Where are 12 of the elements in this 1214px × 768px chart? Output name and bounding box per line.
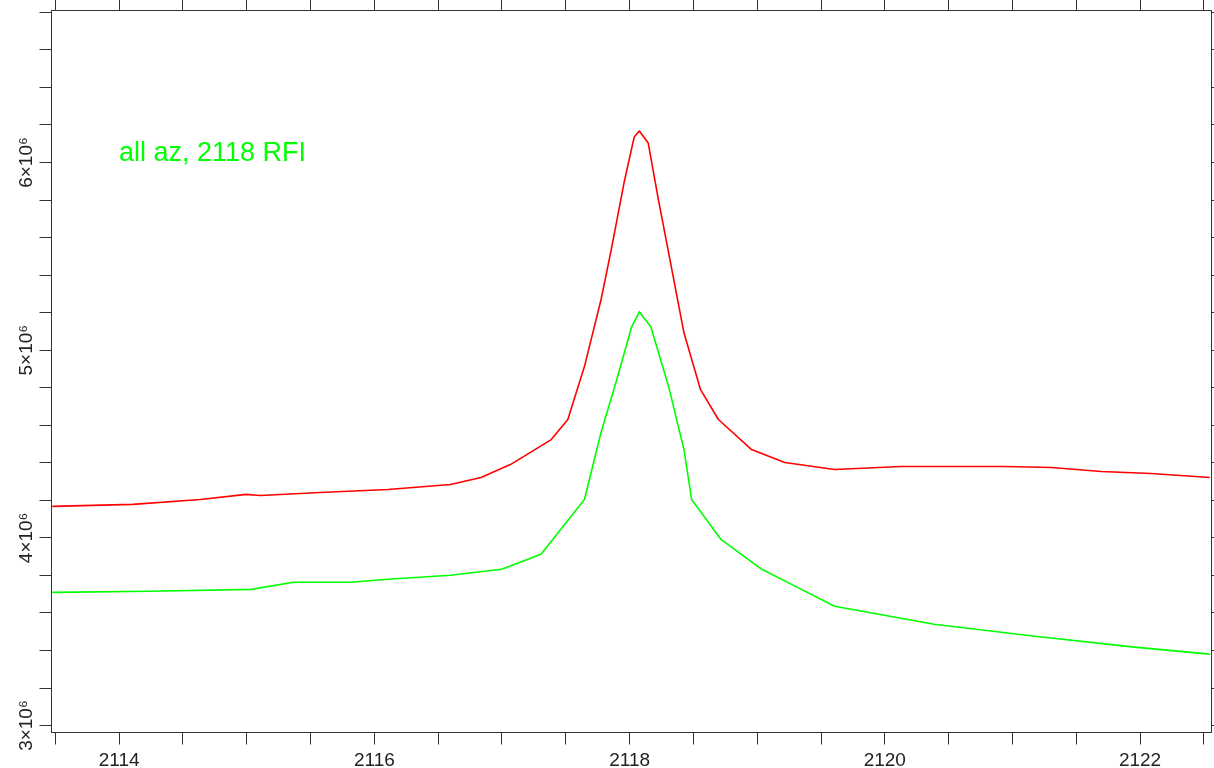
- x-tick-label: 2114: [98, 748, 140, 768]
- y-tick-label: 4×10⁶: [14, 512, 36, 564]
- y-tick-label: 5×10⁶: [14, 324, 36, 376]
- y-tick-label: 3×10⁶: [14, 700, 36, 751]
- line-series: [51, 130, 1211, 508]
- x-tick-label: 2120: [863, 748, 906, 768]
- x-tick-label: 2118: [609, 748, 651, 768]
- y-tick-label: 6×10⁶: [14, 137, 36, 188]
- x-tick-label: 2116: [353, 748, 395, 768]
- line-series: [51, 310, 1211, 655]
- x-tick-label: 2122: [1118, 748, 1162, 768]
- text: all az, 2118 RFI: [119, 137, 307, 167]
